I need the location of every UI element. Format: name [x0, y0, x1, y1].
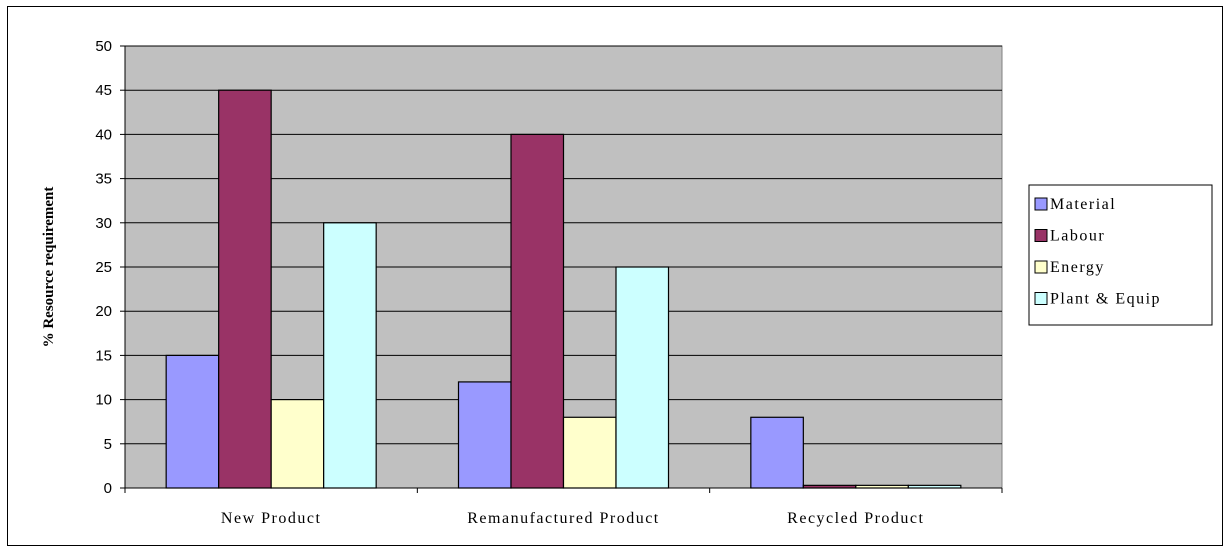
y-tick-label: 20	[95, 303, 112, 320]
legend-swatch	[1034, 197, 1048, 211]
bar-energy	[562, 416, 617, 489]
bar-plant-equip	[323, 222, 377, 489]
y-tick-label: 30	[95, 215, 112, 232]
bar-material	[750, 416, 804, 489]
y-tick-label: 10	[95, 392, 112, 409]
y-tick-label: 45	[95, 82, 112, 99]
bar-energy	[270, 399, 325, 489]
bar-labour	[510, 133, 565, 489]
bar-labour	[802, 484, 857, 489]
legend-label: Material	[1050, 196, 1116, 213]
x-category-label: New Product	[221, 510, 321, 527]
legend-label: Energy	[1050, 259, 1105, 276]
legend-box	[1028, 184, 1213, 326]
y-tick-label: 5	[104, 436, 112, 453]
y-tick-label: 0	[104, 480, 112, 497]
legend-swatch	[1034, 260, 1048, 274]
bar-energy	[855, 484, 909, 489]
y-tick-label: 40	[95, 126, 112, 143]
x-category-label: Recycled Product	[787, 510, 924, 527]
bar-material	[457, 381, 512, 489]
y-tick-label: 35	[95, 171, 112, 188]
y-tick-label: 25	[95, 259, 112, 276]
legend-label: Plant & Equip	[1050, 291, 1161, 308]
y-tick-label: 50	[95, 38, 112, 55]
bar-labour	[218, 89, 272, 489]
y-axis-label: % Resource requirement	[41, 187, 57, 348]
bar-material	[165, 354, 220, 489]
bar-plant-equip	[615, 266, 670, 489]
bar-plant-equip	[907, 484, 962, 489]
x-category-label: Remanufactured Product	[467, 510, 660, 527]
legend-label: Labour	[1050, 228, 1105, 245]
y-tick-label: 15	[95, 347, 112, 364]
legend-swatch	[1034, 229, 1048, 242]
legend-swatch	[1034, 292, 1048, 305]
